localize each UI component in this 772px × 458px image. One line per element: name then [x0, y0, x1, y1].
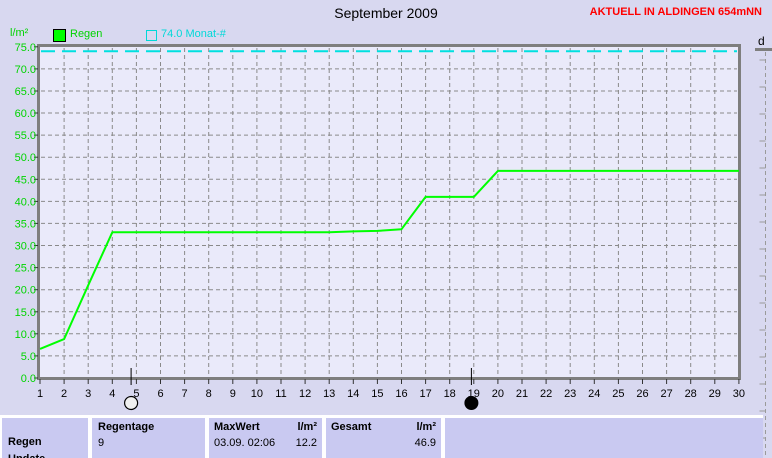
x-axis-label: 22: [540, 388, 552, 400]
x-axis-label: 8: [206, 388, 212, 400]
x-axis-label: 25: [612, 388, 624, 400]
plot-area: [37, 44, 741, 380]
maxwert-header: MaxWert: [214, 421, 260, 433]
y-axis-label: 30.0: [15, 241, 36, 253]
page-title: September 2009: [334, 5, 438, 21]
rain-line: [39, 169, 739, 350]
rain-series-label: Regen: [70, 28, 103, 40]
x-axis-label: 3: [85, 388, 91, 400]
x-axis-label: 26: [636, 388, 648, 400]
month-reference-swatch-icon: [146, 30, 157, 41]
x-axis-label: 10: [251, 388, 263, 400]
x-axis-label: 4: [109, 388, 115, 400]
gesamt-cell: Gesamt l/m² 46.9: [326, 418, 441, 458]
x-axis-label: 12: [299, 388, 311, 400]
y-axis-label: 50.0: [15, 152, 36, 164]
new-moon-icon: [464, 396, 479, 410]
sensor-sub-label: Update: [8, 453, 88, 458]
y-axis-unit-label: l/m²: [10, 27, 29, 39]
x-axis-label: 28: [685, 388, 697, 400]
x-axis-label: 16: [395, 388, 407, 400]
x-axis-label: 24: [588, 388, 600, 400]
y-axis-label: 0.0: [21, 373, 36, 385]
sensor-name-cell: Regen Update: [2, 418, 88, 458]
gesamt-amount: 46.9: [414, 437, 436, 449]
sensor-name: Regen: [8, 436, 42, 448]
y-axis-label: 15.0: [15, 307, 36, 319]
x-axis-label: 11: [275, 388, 286, 400]
x-axis-label: 5: [133, 388, 139, 400]
y-axis-label: 5.0: [21, 351, 36, 363]
rain-series-swatch-icon: [53, 29, 66, 42]
x-axis-label: 1: [37, 388, 43, 400]
y-axis-label: 40.0: [15, 196, 36, 208]
x-axis-label: 21: [516, 388, 528, 400]
gesamt-unit: l/m²: [416, 421, 436, 433]
x-axis-label: 23: [564, 388, 576, 400]
x-axis-label: 27: [660, 388, 672, 400]
x-axis-label: 29: [709, 388, 721, 400]
x-axis-label: 13: [323, 388, 335, 400]
x-axis-label: 20: [492, 388, 504, 400]
maxwert-unit: l/m²: [297, 421, 317, 433]
maxwert-amount: 12.2: [295, 437, 317, 449]
x-axis-label: 6: [157, 388, 163, 400]
x-axis-label: 17: [419, 388, 431, 400]
y-axis-label: 75.0: [15, 42, 36, 54]
y-axis-label: 65.0: [15, 86, 36, 98]
raindays-header: Regentage: [98, 421, 155, 433]
right-pane-label: d: [758, 34, 765, 48]
maxwert-cell: MaxWert 03.09. 02:06 l/m² 12.2: [209, 418, 322, 458]
maxwert-datetime: 03.09. 02:06: [214, 437, 276, 449]
y-axis-label: 35.0: [15, 218, 36, 230]
x-axis-label: 9: [230, 388, 236, 400]
chart-frame: [37, 44, 741, 380]
raindays-value: 9: [98, 437, 105, 449]
x-axis-label: 18: [444, 388, 456, 400]
y-axis-label: 10.0: [15, 329, 36, 341]
y-axis-label: 55.0: [15, 130, 36, 142]
raindays-cell: Regentage 9: [92, 418, 205, 458]
x-axis-label: 7: [182, 388, 188, 400]
x-axis-label: 15: [371, 388, 383, 400]
month-reference-label: 74.0 Monat-#: [161, 28, 226, 40]
status-text: AKTUELL IN ALDINGEN 654mNN: [589, 6, 762, 18]
right-pane-frame-stub: [755, 48, 772, 51]
summary-table: Regen Update Regentage 9 MaxWert 03.09. …: [0, 415, 763, 458]
spacer-cell: [445, 418, 763, 458]
y-axis-label: 25.0: [15, 263, 36, 275]
x-axis-label: 14: [347, 388, 359, 400]
y-axis-label: 20.0: [15, 285, 36, 297]
full-moon-icon: [124, 395, 139, 411]
y-axis-label: 60.0: [15, 108, 36, 120]
x-axis-label: 2: [61, 388, 67, 400]
y-axis-label: 45.0: [15, 174, 36, 186]
y-axis-label: 70.0: [15, 64, 36, 76]
x-axis-label: 30: [733, 388, 745, 400]
gesamt-header: Gesamt: [331, 421, 372, 433]
